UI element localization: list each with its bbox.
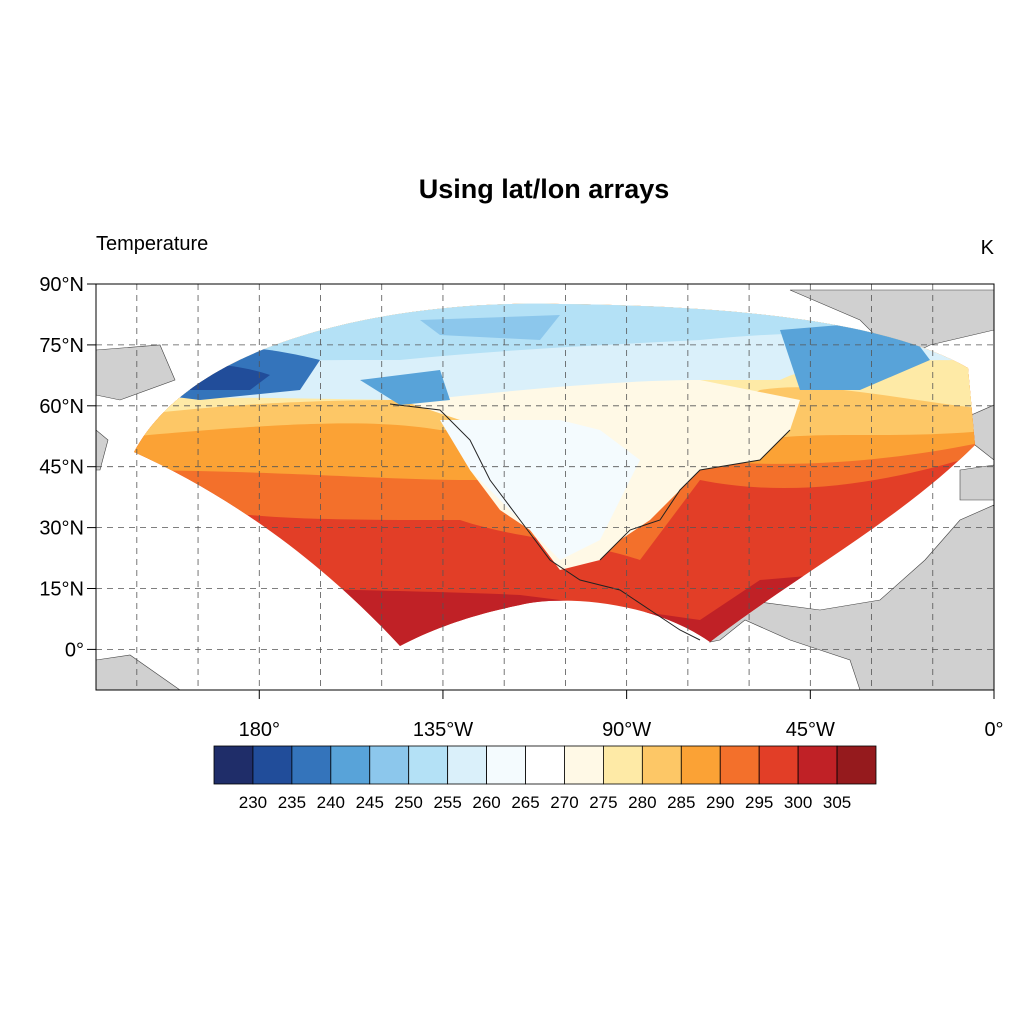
grid (96, 284, 994, 690)
x-tick-label: 45°W (786, 719, 835, 741)
colorbar-box (486, 745, 526, 785)
colorbar-label: 285 (667, 793, 695, 812)
colorbar-label: 250 (395, 793, 423, 812)
colorbar-label: 275 (589, 793, 617, 812)
colorbar-box (641, 745, 682, 785)
axes: 180° 135°W 90°W 45°W 0° 0° 15°N 30°N 45°N 60°N 75°… (39, 274, 1003, 741)
land (96, 429, 109, 471)
colorbar-label: 280 (628, 793, 656, 812)
colorbar-label: 265 (511, 793, 539, 812)
right-string: K (981, 237, 995, 259)
colorbar-label: 240 (317, 793, 345, 812)
y-tick-label: 60°N (39, 396, 84, 418)
colorbar-box (408, 745, 449, 785)
chart-title: Using lat/lon arrays (419, 174, 670, 204)
colorbar-box (525, 745, 565, 785)
left-string: Temperature (96, 233, 208, 255)
colorbar-box (758, 745, 799, 785)
map-layer (96, 284, 994, 690)
colorbar-label: 290 (706, 793, 734, 812)
colorbar-box (369, 745, 410, 785)
plot-frame (95, 283, 995, 691)
land (96, 654, 181, 690)
colorbar-box (213, 745, 254, 785)
colorbar-label: 255 (433, 793, 461, 812)
colorbar-box (330, 745, 371, 785)
colorbar-box (719, 745, 760, 785)
land (96, 344, 176, 401)
colorbar-label: 245 (356, 793, 384, 812)
colorbar-label: 230 (239, 793, 267, 812)
colorbar-label: 270 (550, 793, 578, 812)
colorbar-box (603, 745, 643, 785)
y-tick-label: 0° (65, 639, 84, 661)
colorbar-box (252, 745, 293, 785)
x-tick-label: 135°W (413, 719, 473, 741)
y-tick-label: 45°N (39, 457, 84, 479)
land (709, 504, 994, 690)
colorbar: 230 235 240 245 250 255 260 265 270 275 280 285 290 2… (213, 745, 877, 812)
contour-fill (360, 370, 450, 405)
x-tick-label: 90°W (602, 719, 651, 741)
coastline (389, 403, 791, 641)
x-tick-label: 0° (984, 719, 1003, 741)
colorbar-box (291, 745, 332, 785)
contour-fill (420, 315, 560, 340)
colorbar-label: 305 (823, 793, 851, 812)
colorbar-box (836, 745, 877, 785)
colorbar-box (680, 745, 721, 785)
y-tick-label: 75°N (39, 335, 84, 357)
contour-fill (440, 420, 640, 560)
colorbar-label: 300 (784, 793, 812, 812)
colorbar-box (447, 745, 487, 785)
land (959, 464, 994, 501)
y-tick-label: 90°N (39, 274, 84, 296)
y-tick-label: 30°N (39, 518, 84, 540)
land (789, 289, 994, 361)
y-tick-label: 15°N (39, 579, 84, 601)
colorbar-box (564, 745, 604, 785)
x-tick-label: 180° (239, 719, 280, 741)
colorbar-box (797, 745, 838, 785)
colorbar-label: 295 (745, 793, 773, 812)
colorbar-label: 235 (278, 793, 306, 812)
colorbar-label: 260 (472, 793, 500, 812)
